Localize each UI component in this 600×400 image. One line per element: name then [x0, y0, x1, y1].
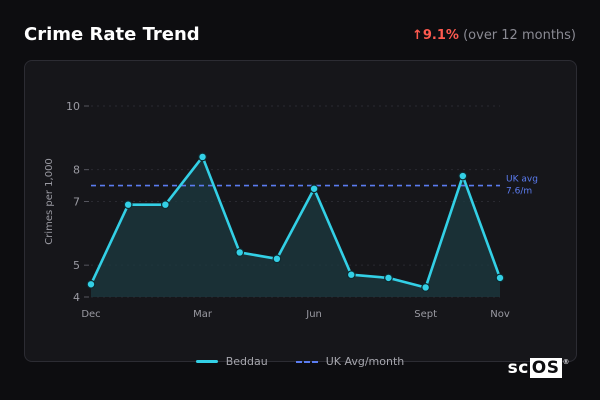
chart-title: Crime Rate Trend — [24, 24, 200, 45]
change-value: 9.1% — [422, 28, 459, 43]
x-tick-label: Mar — [193, 309, 213, 320]
data-point — [495, 273, 505, 283]
data-point — [272, 254, 282, 264]
chart-legend: Beddau UK Avg/month — [0, 355, 600, 368]
x-tick-label: Nov — [490, 309, 510, 320]
data-point — [309, 184, 319, 194]
legend-label-series: Beddau — [225, 355, 268, 368]
data-point — [235, 248, 245, 257]
y-tick-label: 5 — [73, 259, 80, 272]
data-point — [160, 200, 170, 210]
legend-swatch-series — [195, 360, 218, 363]
trend-up-icon: ↑ — [411, 28, 423, 43]
reference-label: UK avg — [506, 175, 538, 185]
y-axis-label: Crimes per 1,000 — [44, 158, 55, 245]
legend-label-reference: UK Avg/month — [325, 355, 405, 368]
change-note: (over 12 months) — [463, 28, 576, 43]
series-area — [91, 156, 500, 297]
y-tick-label: 10 — [66, 100, 80, 113]
x-tick-label: Jun — [305, 309, 322, 320]
change-indicator: ↑9.1% (over 12 months) — [412, 28, 576, 43]
legend-item-series[interactable]: Beddau — [195, 355, 268, 368]
chart-card — [24, 60, 577, 362]
y-tick-label: 7 — [73, 196, 80, 209]
data-point — [458, 171, 468, 181]
legend-swatch-reference — [295, 360, 318, 363]
y-tick-label: 8 — [73, 164, 80, 177]
data-point — [86, 279, 96, 289]
legend-item-reference[interactable]: UK Avg/month — [295, 355, 405, 368]
data-point — [123, 200, 133, 210]
brand-logo: sc OS ® — [507, 358, 570, 378]
y-tick-label: 4 — [73, 291, 80, 304]
series-line — [89, 155, 502, 289]
data-point — [421, 283, 431, 292]
data-point — [198, 152, 207, 162]
data-point — [384, 273, 393, 283]
data-point — [346, 270, 356, 280]
x-tick-label: Dec — [81, 309, 100, 320]
x-tick-label: Sept — [414, 309, 437, 320]
reference-value-label: 7.6/m — [506, 187, 532, 197]
